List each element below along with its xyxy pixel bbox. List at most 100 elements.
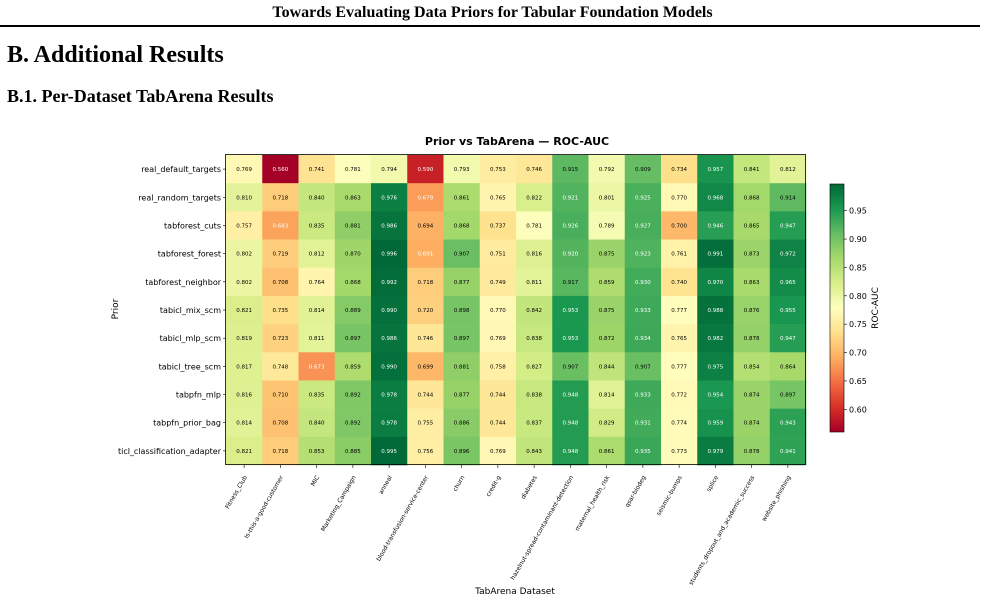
heatmap-cell [697, 183, 734, 212]
heatmap-cell [661, 155, 698, 184]
cell-value-label: 0.986 [381, 336, 397, 342]
heatmap-cell [697, 211, 734, 240]
plot-frame [225, 154, 806, 465]
cell-value-label: 0.749 [490, 280, 506, 286]
cell-value-label: 0.814 [236, 421, 252, 427]
heatmap-cell [371, 267, 408, 297]
cell-value-label: 0.770 [671, 195, 687, 201]
colorbar-tick-label: 0.70 [849, 349, 867, 358]
cell-value-label: 0.837 [526, 421, 542, 427]
cell-value-label: 0.769 [490, 449, 506, 455]
cell-value-label: 0.863 [744, 280, 760, 286]
heatmap-cell [226, 267, 263, 297]
cell-value-label: 0.968 [708, 195, 724, 201]
cell-value-label: 0.719 [273, 252, 289, 258]
cell-value-label: 0.915 [563, 167, 579, 173]
cell-value-label: 0.972 [780, 252, 796, 258]
cell-value-label: 0.777 [671, 364, 687, 370]
heatmap-cell [334, 239, 372, 269]
heatmap-cell [226, 324, 263, 353]
heatmap-cell [697, 267, 734, 297]
cell-value-label: 0.897 [780, 393, 796, 399]
heatmap-cell [443, 436, 481, 466]
heatmap-cell [226, 211, 263, 240]
y-tick-label: tabicl_mlp_scm [160, 334, 222, 343]
heatmap-cell [443, 211, 481, 240]
heatmap-cell [552, 295, 589, 325]
heatmap-cell [552, 352, 589, 381]
colorbar-label: ROC-AUC [871, 287, 881, 329]
running-header: Towards Evaluating Data Priors for Tabul… [272, 4, 713, 21]
cell-value-label: 0.943 [780, 421, 796, 427]
cell-value-label: 0.821 [236, 308, 252, 314]
x-tick-label: splice [705, 474, 720, 493]
cell-value-label: 0.793 [454, 167, 470, 173]
cell-value-label: 0.907 [563, 364, 579, 370]
heatmap-cell [407, 211, 444, 240]
heatmap-cell [407, 295, 444, 325]
cell-value-label: 0.835 [309, 393, 325, 399]
heatmap-cell [661, 267, 698, 297]
heatmap-cell [588, 436, 626, 466]
heatmap-cell [298, 324, 336, 353]
cell-value-label: 0.948 [563, 421, 579, 427]
heatmap-cell [298, 352, 336, 381]
chart-title: Prior vs TabArena — ROC-AUC [425, 135, 609, 148]
cell-value-label: 0.761 [671, 252, 687, 258]
cell-value-label: 0.843 [526, 449, 542, 455]
cell-value-label: 0.819 [236, 336, 252, 342]
colorbar-gradient [829, 183, 845, 433]
cell-value-label: 0.990 [381, 364, 397, 370]
heatmap-cell [624, 267, 662, 297]
heatmap-cell [697, 436, 734, 466]
x-tick-label: diabetes [520, 475, 539, 501]
heatmap-cell [443, 183, 481, 212]
heatmap-cell [479, 324, 517, 353]
heatmap-cell [262, 352, 299, 381]
heatmap-cell [588, 155, 626, 184]
heatmap-cell [733, 267, 771, 297]
cell-value-label: 0.835 [309, 223, 325, 229]
heatmap-cell [516, 211, 553, 240]
cell-value-label: 0.875 [599, 252, 615, 258]
heatmap-cell [769, 408, 807, 438]
section-title: B. Additional Results [7, 42, 224, 68]
cell-value-label: 0.978 [381, 393, 397, 399]
heatmap-cell [769, 436, 807, 466]
y-tick-label: tabpfn_mlp [176, 391, 221, 400]
heatmap-cell [588, 324, 626, 353]
heatmap-cell [516, 352, 553, 381]
heatmap-cell [226, 436, 263, 466]
heatmap-cell [697, 408, 734, 438]
heatmap-cell [262, 408, 299, 438]
heatmap-cell [516, 380, 553, 409]
heatmap-cell [407, 155, 444, 184]
cell-value-label: 0.907 [454, 252, 470, 258]
heatmap-cell [443, 155, 481, 184]
heatmap-cell [407, 380, 444, 409]
heatmap-cell [733, 183, 771, 212]
heatmap-cell [298, 267, 336, 297]
cell-value-label: 0.777 [671, 308, 687, 314]
cell-value-label: 0.859 [599, 280, 615, 286]
cell-value-label: 0.892 [345, 393, 361, 399]
heatmap-cell [552, 239, 589, 269]
y-tick-label: tabforest_cuts [164, 221, 221, 230]
cell-value-label: 0.708 [273, 280, 289, 286]
cell-value-label: 0.933 [635, 393, 651, 399]
heatmap-cell [371, 211, 408, 240]
cell-value-label: 0.934 [635, 336, 651, 342]
cell-value-label: 0.810 [236, 195, 252, 201]
heatmap-cell [298, 380, 336, 409]
cell-value-label: 0.746 [526, 167, 542, 173]
x-axis-label: TabArena Dataset [474, 587, 555, 597]
heatmap-cell [588, 352, 626, 381]
x-tick-label: maternal_health_risk [574, 474, 612, 532]
heatmap-cell [443, 324, 481, 353]
cell-value-label: 0.995 [381, 449, 397, 455]
heatmap-cell [262, 155, 299, 184]
cell-value-label: 0.874 [744, 421, 760, 427]
heatmap-cell [516, 408, 553, 438]
heatmap-cell [226, 408, 263, 438]
